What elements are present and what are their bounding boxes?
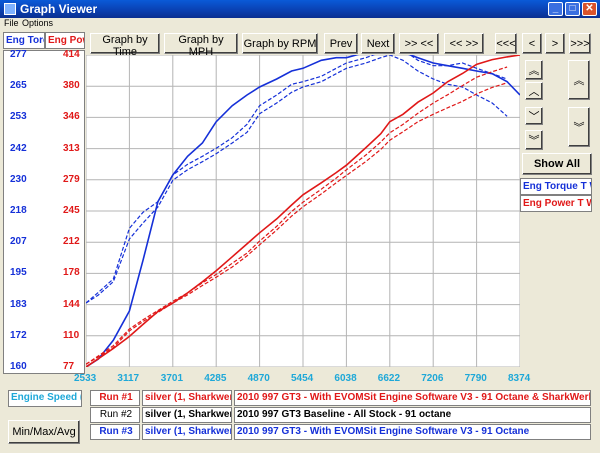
- rpm-tick-label: 5454: [291, 373, 314, 384]
- power-tick-label: 380: [63, 80, 80, 92]
- rpm-tick-label: 7206: [421, 373, 444, 384]
- menu-options[interactable]: Options: [22, 18, 54, 28]
- app-icon: [4, 3, 16, 15]
- torque-tick-label: 160: [10, 361, 27, 372]
- torque-tick-label: 207: [10, 236, 27, 248]
- power-tick-label: 144: [63, 298, 80, 310]
- power-tick-label: 212: [63, 236, 80, 248]
- rpm-tick-label: 2533: [74, 373, 97, 384]
- torque-tick-label: 218: [10, 205, 27, 216]
- y-axis-panel: [3, 50, 85, 374]
- down-fast-button-right[interactable]: ︾: [568, 107, 590, 147]
- maximize-button[interactable]: □: [565, 2, 580, 16]
- up-button[interactable]: ︿: [525, 82, 543, 100]
- power-tick-label: 414: [63, 49, 80, 60]
- run-2-car: silver (1, Sharkwerks: [142, 407, 232, 423]
- menu-file[interactable]: File: [4, 18, 19, 28]
- scroll-right-button[interactable]: >: [545, 33, 565, 54]
- graph-by-mph-button[interactable]: Graph by MPH: [164, 33, 238, 58]
- down-button[interactable]: ﹀: [525, 107, 543, 125]
- torque-tick-label: 265: [10, 80, 27, 92]
- rpm-chart: [85, 46, 521, 368]
- series-line-4: [85, 66, 508, 365]
- power-tick-label: 77: [63, 361, 75, 372]
- chart-area: [85, 46, 521, 368]
- torque-axis-header[interactable]: Eng Torq: [3, 32, 45, 49]
- torque-tick-label: 230: [10, 173, 27, 185]
- series-line-3: [85, 54, 521, 368]
- power-tick-label: 245: [63, 205, 80, 216]
- power-tick-label: 346: [63, 111, 80, 123]
- zoom-in-button[interactable]: << >>: [444, 33, 484, 54]
- prev-button[interactable]: Prev: [324, 33, 358, 54]
- graph-by-time-button[interactable]: Graph by Time: [90, 33, 160, 58]
- minimize-button[interactable]: _: [548, 2, 563, 16]
- up-fast-button-right[interactable]: ︽: [568, 60, 590, 100]
- scroll-left-button[interactable]: <: [522, 33, 542, 54]
- title-bar: Graph Viewer _ □ ✕: [0, 0, 600, 18]
- torque-tick-label: 242: [10, 142, 27, 154]
- series-torque-label[interactable]: Eng Torque T WC: [520, 178, 592, 195]
- run-1-description: 2010 997 GT3 - With EVOMSit Engine Softw…: [234, 390, 591, 406]
- window-title: Graph Viewer: [20, 2, 98, 16]
- rpm-tick-label: 3701: [160, 373, 184, 384]
- series-line-1: [85, 49, 508, 304]
- series-power-label[interactable]: Eng Power T WC: [520, 195, 592, 212]
- run-2-label[interactable]: Run #2: [90, 407, 140, 423]
- menu-bar: File Options: [0, 18, 600, 30]
- next-button[interactable]: Next: [361, 33, 395, 54]
- power-tick-label: 178: [63, 267, 80, 279]
- power-tick-label: 279: [63, 173, 80, 185]
- series-line-2: [85, 54, 508, 304]
- run-3-label[interactable]: Run #3: [90, 424, 140, 440]
- down-fast-button-left[interactable]: ︾: [525, 130, 543, 150]
- torque-tick-label: 253: [10, 111, 27, 123]
- power-axis-header[interactable]: Eng Pow: [45, 32, 85, 49]
- series-line-5: [85, 82, 508, 365]
- rpm-tick-label: 4870: [247, 373, 270, 384]
- rpm-tick-label: 8374: [508, 373, 531, 384]
- zoom-out-button[interactable]: >> <<: [399, 33, 439, 54]
- power-tick-label: 110: [63, 329, 80, 341]
- run-1-label[interactable]: Run #1: [90, 390, 140, 406]
- up-fast-button-left[interactable]: ︽: [525, 60, 543, 80]
- scroll-last-button[interactable]: >>>: [569, 33, 591, 54]
- show-all-button[interactable]: Show All: [522, 153, 592, 175]
- run-2-description: 2010 997 GT3 Baseline - All Stock - 91 o…: [234, 407, 591, 423]
- close-button[interactable]: ✕: [582, 2, 597, 16]
- run-3-car: silver (1, Sharkwerks: [142, 424, 232, 440]
- torque-tick-label: 183: [10, 298, 27, 310]
- scroll-first-button[interactable]: <<<: [495, 33, 517, 54]
- x-channel-select[interactable]: Engine Speed (R: [8, 390, 82, 407]
- run-3-description: 2010 997 GT3 - With EVOMSit Engine Softw…: [234, 424, 591, 440]
- rpm-tick-label: 6038: [334, 373, 357, 384]
- torque-tick-label: 195: [10, 267, 27, 279]
- torque-tick-label: 277: [10, 49, 27, 60]
- min-max-avg-button[interactable]: Min/Max/Avg: [8, 420, 80, 444]
- rpm-tick-label: 7790: [464, 373, 487, 384]
- rpm-tick-label: 3117: [117, 373, 140, 384]
- power-tick-label: 313: [63, 142, 80, 154]
- rpm-tick-label: 4285: [204, 373, 227, 384]
- rpm-tick-label: 6622: [377, 373, 401, 384]
- run-1-car: silver (1, Sharkwerks: [142, 390, 232, 406]
- torque-tick-label: 172: [10, 329, 27, 341]
- graph-by-rpm-button[interactable]: Graph by RPM: [242, 33, 318, 54]
